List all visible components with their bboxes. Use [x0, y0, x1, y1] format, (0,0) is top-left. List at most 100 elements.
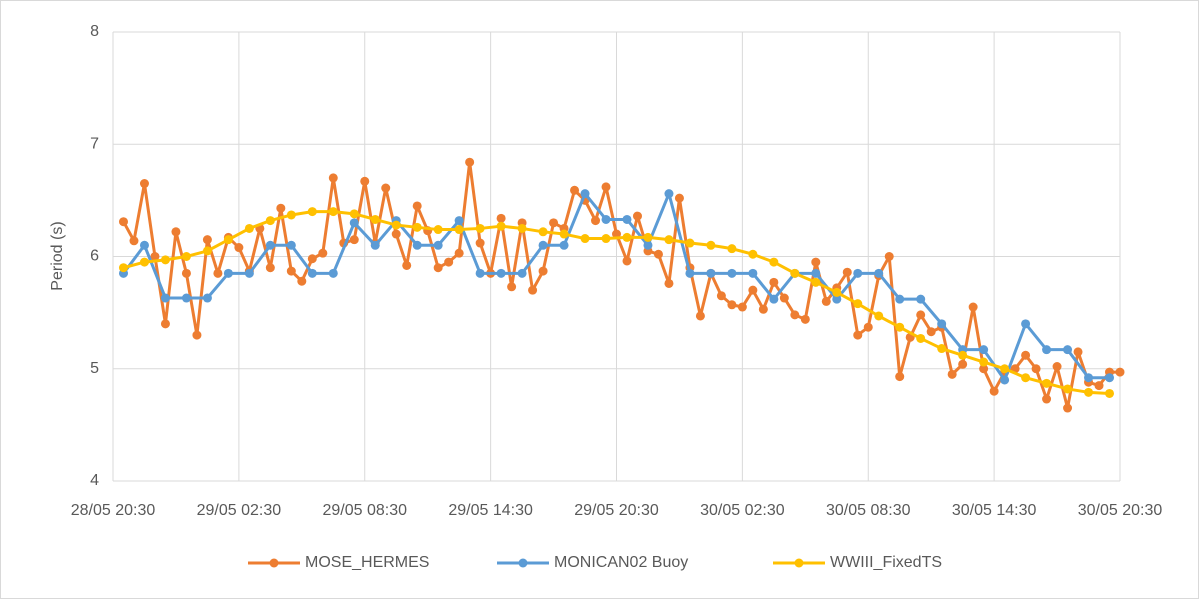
- data-point: [391, 229, 401, 239]
- data-point: [947, 369, 957, 379]
- data-point: [1063, 345, 1073, 355]
- data-point: [349, 235, 359, 245]
- data-point: [1105, 373, 1115, 383]
- data-point: [1063, 403, 1073, 413]
- data-point: [748, 285, 758, 295]
- data-point: [160, 255, 170, 265]
- data-point: [758, 304, 768, 314]
- data-point: [570, 185, 580, 195]
- data-point: [916, 294, 926, 304]
- data-point: [653, 249, 663, 259]
- data-point: [853, 299, 863, 309]
- data-point: [727, 244, 737, 254]
- x-tick-label: 30/05 14:30: [952, 502, 1037, 519]
- data-point: [685, 268, 695, 278]
- data-point: [601, 182, 611, 192]
- data-point: [958, 359, 968, 369]
- data-point: [517, 268, 527, 278]
- data-point: [884, 252, 894, 261]
- data-point: [674, 193, 684, 203]
- data-point: [433, 263, 443, 273]
- data-point: [139, 257, 149, 267]
- data-point: [580, 234, 590, 244]
- data-point: [496, 221, 506, 231]
- data-point: [192, 330, 202, 340]
- data-point: [769, 294, 779, 304]
- data-point: [1021, 373, 1031, 383]
- data-point: [171, 227, 181, 237]
- data-point: [475, 268, 485, 278]
- data-point: [139, 179, 149, 189]
- data-point: [328, 268, 338, 278]
- data-point: [475, 238, 485, 248]
- data-point: [811, 268, 821, 278]
- data-point: [622, 232, 632, 242]
- data-point: [202, 235, 212, 245]
- x-tick-label: 30/05 02:30: [700, 502, 785, 519]
- data-point: [433, 240, 443, 250]
- data-point: [706, 240, 716, 250]
- data-point: [528, 285, 538, 295]
- data-point: [213, 268, 223, 278]
- legend-label: WWIII_FixedTS: [830, 554, 942, 571]
- data-point: [129, 236, 139, 246]
- data-point: [402, 260, 412, 270]
- data-point: [1105, 388, 1115, 398]
- data-point: [874, 268, 884, 278]
- data-point: [1042, 378, 1052, 388]
- data-point: [538, 240, 548, 250]
- data-point: [160, 319, 170, 329]
- data-point: [549, 218, 559, 228]
- x-tick-label: 28/05 20:30: [71, 502, 156, 519]
- data-point: [181, 293, 191, 303]
- data-point: [1042, 394, 1052, 404]
- legend-marker: [269, 558, 279, 568]
- data-point: [1021, 319, 1031, 329]
- data-point: [318, 248, 328, 258]
- data-point: [1021, 350, 1031, 360]
- data-point: [538, 227, 548, 237]
- data-point: [538, 266, 548, 276]
- data-point: [454, 225, 464, 235]
- data-point: [622, 214, 632, 224]
- data-point: [895, 372, 905, 382]
- data-point: [895, 322, 905, 332]
- data-point: [202, 293, 212, 303]
- data-point: [580, 189, 590, 199]
- data-point: [328, 207, 338, 217]
- data-point: [223, 268, 233, 278]
- x-tick-label: 29/05 02:30: [197, 502, 282, 519]
- y-axis-label: Period (s): [49, 221, 66, 290]
- data-point: [989, 386, 999, 396]
- data-point: [118, 263, 128, 273]
- data-point: [1094, 381, 1104, 391]
- legend-marker: [518, 558, 528, 568]
- data-point: [727, 300, 737, 310]
- data-point: [307, 254, 317, 264]
- data-point: [916, 333, 926, 343]
- data-point: [685, 238, 695, 248]
- data-point: [244, 223, 254, 233]
- data-point: [832, 287, 842, 297]
- data-point: [664, 278, 674, 288]
- data-point: [643, 240, 653, 250]
- data-point: [234, 243, 244, 253]
- data-point: [265, 240, 275, 250]
- data-point: [181, 252, 191, 261]
- data-point: [454, 216, 464, 226]
- data-point: [612, 229, 621, 239]
- data-point: [622, 256, 632, 266]
- data-point: [381, 183, 391, 193]
- x-tick-label: 30/05 08:30: [826, 502, 911, 519]
- data-point: [265, 263, 275, 273]
- data-point: [276, 203, 286, 213]
- data-point: [1084, 387, 1094, 397]
- data-point: [853, 268, 863, 278]
- data-point: [821, 296, 831, 306]
- data-point: [937, 344, 947, 354]
- data-point: [863, 322, 873, 332]
- y-tick-label: 5: [90, 360, 99, 377]
- data-point: [790, 310, 800, 320]
- data-point: [507, 282, 517, 292]
- data-point: [811, 277, 821, 287]
